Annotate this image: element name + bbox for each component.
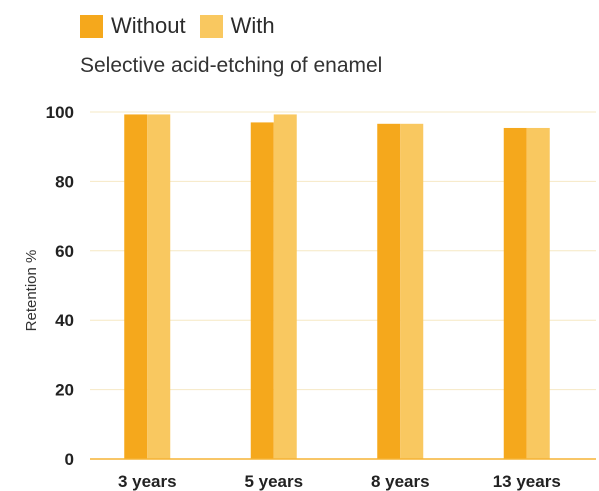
y-tick-label: 20	[55, 381, 74, 400]
y-tick-label: 80	[55, 172, 74, 191]
y-tick-labels: 0 20 40 60 80 100	[46, 103, 74, 469]
bar-with-3-years	[147, 114, 171, 459]
x-category-label: 5 years	[244, 472, 303, 491]
y-axis-title: Retention %	[23, 250, 40, 332]
legend: Without With	[80, 12, 289, 40]
bars	[124, 114, 550, 459]
y-tick-label: 0	[65, 450, 74, 469]
legend-label-with: With	[230, 13, 275, 38]
bar-with-5-years	[273, 114, 297, 459]
legend-swatch-with	[199, 14, 223, 38]
legend-item-with: With	[199, 13, 275, 39]
legend-label-without: Without	[111, 13, 186, 38]
y-tick-label: 40	[55, 311, 74, 330]
chart-title: Selective acid-etching of enamel	[80, 54, 383, 77]
legend-swatch-without	[80, 14, 103, 38]
bar-without-13-years	[503, 127, 527, 459]
x-category-label: 8 years	[371, 472, 430, 491]
bar-without-8-years	[377, 123, 401, 459]
legend-item-without: Without	[80, 13, 186, 39]
y-tick-label: 60	[55, 242, 74, 261]
bar-with-13-years	[526, 127, 550, 459]
bar-without-3-years	[124, 114, 148, 459]
x-category-label: 13 years	[493, 472, 561, 491]
x-category-labels: 3 years 5 years 8 years 13 years	[118, 472, 561, 491]
bar-with-8-years	[400, 123, 424, 459]
x-category-label: 3 years	[118, 472, 177, 491]
bar-without-5-years	[250, 122, 274, 459]
y-tick-label: 100	[46, 103, 74, 122]
